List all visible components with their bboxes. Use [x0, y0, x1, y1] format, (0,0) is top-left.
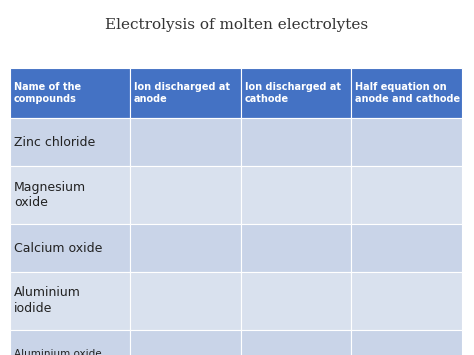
- Text: Magnesium
oxide: Magnesium oxide: [14, 180, 86, 209]
- Bar: [130, 68, 240, 118]
- Bar: [240, 166, 351, 224]
- Bar: [351, 224, 462, 272]
- Text: Name of the
compounds: Name of the compounds: [14, 82, 81, 104]
- Text: Half equation on
anode and cathode: Half equation on anode and cathode: [355, 82, 460, 104]
- Bar: [240, 224, 351, 272]
- Bar: [130, 166, 240, 224]
- Bar: [10, 330, 130, 355]
- Bar: [10, 224, 130, 272]
- Bar: [240, 272, 351, 330]
- Bar: [130, 272, 240, 330]
- Bar: [351, 330, 462, 355]
- Text: Electrolysis of molten electrolytes: Electrolysis of molten electrolytes: [105, 18, 369, 32]
- Bar: [240, 118, 351, 166]
- Text: Zinc chloride: Zinc chloride: [14, 136, 95, 148]
- Bar: [351, 166, 462, 224]
- Bar: [130, 118, 240, 166]
- Bar: [10, 166, 130, 224]
- Bar: [130, 330, 240, 355]
- Bar: [351, 68, 462, 118]
- Bar: [240, 330, 351, 355]
- Bar: [10, 68, 130, 118]
- Text: Ion discharged at
anode: Ion discharged at anode: [134, 82, 230, 104]
- Text: Aluminium
iodide: Aluminium iodide: [14, 286, 81, 316]
- Text: Aluminium oxide: Aluminium oxide: [14, 349, 101, 355]
- Text: Ion discharged at
cathode: Ion discharged at cathode: [245, 82, 340, 104]
- Bar: [240, 68, 351, 118]
- Bar: [10, 118, 130, 166]
- Bar: [351, 272, 462, 330]
- Text: Calcium oxide: Calcium oxide: [14, 241, 102, 255]
- Bar: [10, 272, 130, 330]
- Bar: [130, 224, 240, 272]
- Bar: [351, 118, 462, 166]
